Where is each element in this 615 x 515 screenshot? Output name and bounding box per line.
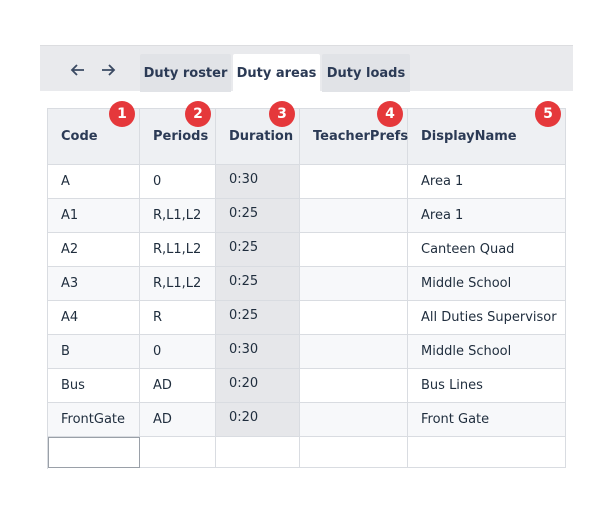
table-cell[interactable] [300, 199, 408, 233]
table-cell[interactable]: 0:30 [216, 335, 300, 369]
table-cell[interactable]: 0:25 [216, 267, 300, 301]
table-cell[interactable]: A [48, 165, 140, 199]
table-cell[interactable]: 0 [140, 165, 216, 199]
table-cell[interactable]: A4 [48, 301, 140, 335]
table-cell[interactable]: All Duties Supervisor [408, 301, 566, 335]
table-cell[interactable]: Bus Lines [408, 369, 566, 403]
table-cell[interactable]: 0:25 [216, 233, 300, 267]
tab[interactable]: Duty loads [322, 54, 410, 92]
table-cell[interactable]: FrontGate [48, 403, 140, 437]
table-cell[interactable]: 0:25 [216, 199, 300, 233]
table-cell[interactable]: B [48, 335, 140, 369]
table-cell[interactable]: Area 1 [408, 199, 566, 233]
table-cell[interactable] [300, 233, 408, 267]
table-cell[interactable]: 0:30 [216, 165, 300, 199]
badge: 5 [535, 101, 561, 127]
table-cell[interactable]: AD [140, 403, 216, 437]
empty-cell[interactable] [216, 437, 300, 468]
table-cell[interactable]: R,L1,L2 [140, 199, 216, 233]
nav-arrows[interactable] [70, 62, 130, 78]
table-cell[interactable]: R [140, 301, 216, 335]
badge: 4 [377, 101, 403, 127]
empty-cell[interactable] [408, 437, 566, 468]
badge: 2 [185, 101, 211, 127]
empty-cell[interactable] [300, 437, 408, 468]
table-cell[interactable]: Middle School [408, 267, 566, 301]
tab[interactable]: Duty roster [140, 54, 231, 92]
column-header[interactable]: Periods [140, 109, 216, 165]
table-cell[interactable] [300, 301, 408, 335]
table-cell[interactable]: Canteen Quad [408, 233, 566, 267]
table-cell[interactable]: AD [140, 369, 216, 403]
table-cell[interactable] [300, 335, 408, 369]
badge: 1 [109, 101, 135, 127]
table-cell[interactable] [300, 165, 408, 199]
table-cell[interactable]: A2 [48, 233, 140, 267]
table-cell[interactable]: 0:20 [216, 403, 300, 437]
table-cell[interactable] [300, 403, 408, 437]
table-cell[interactable]: Area 1 [408, 165, 566, 199]
table-cell[interactable]: A1 [48, 199, 140, 233]
table-cell[interactable]: R,L1,L2 [140, 233, 216, 267]
table-cell[interactable] [300, 267, 408, 301]
table-cell[interactable]: Front Gate [408, 403, 566, 437]
table-cell[interactable]: 0:25 [216, 301, 300, 335]
tab-bar: Duty roster Duty areas Duty loads [40, 45, 573, 92]
table-cell[interactable]: Bus [48, 369, 140, 403]
grid: Code 1 Periods 2 Duration 3 TeacherPrefs 4 Displ… [47, 101, 566, 469]
table-cell[interactable]: Middle School [408, 335, 566, 369]
table-cell[interactable]: 0:20 [216, 369, 300, 403]
table-cell[interactable]: R,L1,L2 [140, 267, 216, 301]
empty-cell[interactable] [140, 437, 216, 468]
empty-cell[interactable] [48, 437, 140, 468]
badge: 3 [269, 101, 295, 127]
tab[interactable]: Duty areas [233, 54, 320, 92]
table-cell[interactable] [300, 369, 408, 403]
table-cell[interactable]: A3 [48, 267, 140, 301]
table-cell[interactable]: 0 [140, 335, 216, 369]
